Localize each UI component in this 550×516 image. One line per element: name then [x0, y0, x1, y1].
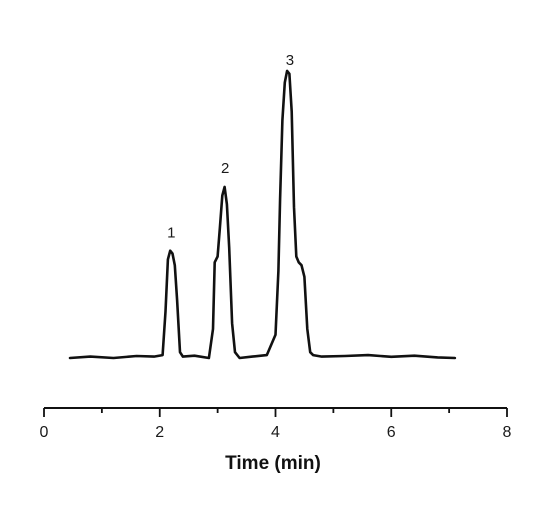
x-tick-label: 0: [40, 424, 49, 441]
peak-label-3: 3: [286, 52, 294, 69]
x-tick-label: 2: [155, 424, 164, 441]
peak-label-2: 2: [221, 160, 229, 177]
x-tick-label: 6: [387, 424, 396, 441]
x-axis-title: Time (min): [225, 453, 321, 474]
series-line-0: [68, 69, 457, 360]
x-tick-label: 4: [271, 424, 280, 441]
plot-area: [68, 69, 457, 360]
x-tick-label: 8: [503, 424, 512, 441]
peak-annotations: 1 2 3: [167, 52, 294, 242]
peak-label-1: 1: [167, 224, 175, 241]
x-axis: 0 2 4 6 8: [40, 407, 512, 441]
